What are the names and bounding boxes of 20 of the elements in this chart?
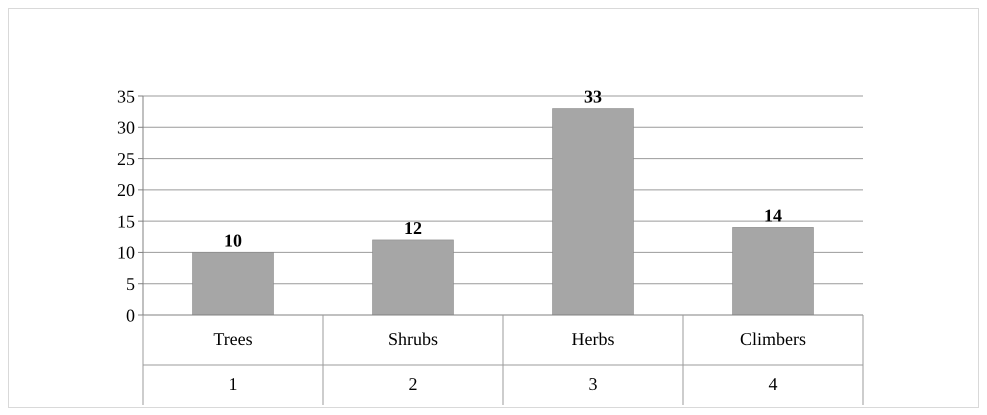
data-label: 14: [764, 205, 782, 226]
y-tick-label: 15: [117, 211, 135, 232]
text: 2: [408, 374, 418, 394]
x-tick-label: Herbs: [572, 329, 614, 349]
x-tick-label: Trees: [213, 329, 253, 349]
y-tick-label: 5: [126, 274, 135, 294]
text: 1: [228, 374, 238, 394]
data-label: 33: [584, 86, 602, 107]
y-tick-label: 25: [117, 148, 135, 169]
text: 4: [768, 374, 778, 394]
y-tick-label: 10: [117, 242, 135, 263]
x-tick-label: Shrubs: [388, 329, 438, 349]
y-tick-label: 30: [117, 118, 135, 138]
x-tick-label: Climbers: [740, 329, 806, 349]
data-label: 12: [404, 218, 422, 238]
y-tick-label: 20: [117, 180, 135, 200]
text: 3: [588, 374, 598, 394]
y-tick-label: 0: [126, 305, 135, 326]
y-tick-label: 35: [117, 86, 135, 106]
data-label: 10: [224, 230, 242, 250]
